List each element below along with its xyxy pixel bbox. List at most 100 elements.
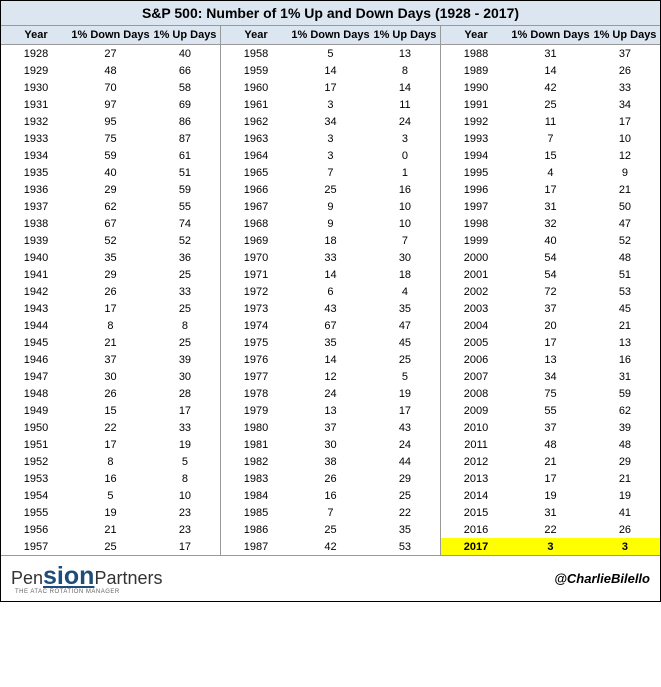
table-cell: 21 — [71, 334, 150, 351]
table-cell: 29 — [590, 453, 660, 470]
table-cell: 42 — [511, 79, 590, 96]
table-row: 1993710 — [441, 130, 660, 147]
table-cell: 62 — [590, 402, 660, 419]
table-cell: 1931 — [1, 96, 71, 113]
title-bar: S&P 500: Number of 1% Up and Down Days (… — [1, 1, 660, 26]
table-row: 19431725 — [1, 300, 220, 317]
table-row: 196571 — [221, 164, 440, 181]
header-cell: 1% Up Days — [370, 26, 440, 44]
table-cell: 26 — [291, 470, 370, 487]
table-cell: 1957 — [1, 538, 71, 555]
table-row: 19601714 — [221, 79, 440, 96]
table-cell: 30 — [150, 368, 220, 385]
table-cell: 2008 — [441, 385, 511, 402]
table-row: 19782419 — [221, 385, 440, 402]
table-cell: 1947 — [1, 368, 71, 385]
table-cell: 1960 — [221, 79, 291, 96]
table-cell: 13 — [370, 45, 440, 62]
table-cell: 1992 — [441, 113, 511, 130]
table-cell: 17 — [590, 113, 660, 130]
table-cell: 43 — [291, 300, 370, 317]
column-group: Year1% Down Days1% Up Days19282740192948… — [1, 26, 221, 555]
table-cell: 44 — [370, 453, 440, 470]
table-cell: 15 — [71, 402, 150, 419]
header-cell: 1% Down Days — [511, 26, 590, 44]
column-group: Year1% Down Days1% Up Days19585131959148… — [221, 26, 441, 555]
table-cell: 1973 — [221, 300, 291, 317]
table-cell: 1975 — [221, 334, 291, 351]
table-row: 1985722 — [221, 504, 440, 521]
table-cell: 1946 — [1, 351, 71, 368]
table-row: 19973150 — [441, 198, 660, 215]
table-cell: 53 — [590, 283, 660, 300]
table-cell: 24 — [370, 436, 440, 453]
table-cell: 1940 — [1, 249, 71, 266]
table-cell: 37 — [511, 419, 590, 436]
table-row: 20122129 — [441, 453, 660, 470]
table-cell: 1934 — [1, 147, 71, 164]
table-cell: 3 — [370, 130, 440, 147]
table-cell: 14 — [291, 62, 370, 79]
table-cell: 87 — [150, 130, 220, 147]
table-cell: 67 — [291, 317, 370, 334]
table-cell: 1982 — [221, 453, 291, 470]
table-cell: 12 — [590, 147, 660, 164]
table-cell: 40 — [71, 164, 150, 181]
table-cell: 22 — [370, 504, 440, 521]
logo: PensionPartners THE ATAC ROTATION MANAGE… — [11, 562, 162, 595]
table-cell: 14 — [511, 62, 590, 79]
table-row: 196333 — [221, 130, 440, 147]
table-row: 1968910 — [221, 215, 440, 232]
table-row: 20131721 — [441, 470, 660, 487]
table-cell: 48 — [590, 249, 660, 266]
table-cell: 3 — [291, 130, 370, 147]
table-cell: 1928 — [1, 45, 71, 62]
table-cell: 1993 — [441, 130, 511, 147]
table-cell: 47 — [370, 317, 440, 334]
header-cell: 1% Up Days — [590, 26, 660, 44]
table-cell: 41 — [590, 504, 660, 521]
table-cell: 1984 — [221, 487, 291, 504]
table-cell: 19 — [71, 504, 150, 521]
table-cell: 1951 — [1, 436, 71, 453]
table-row: 19904233 — [441, 79, 660, 96]
table-cell: 10 — [370, 215, 440, 232]
table-row: 19841625 — [221, 487, 440, 504]
header-cell: 1% Up Days — [150, 26, 220, 44]
table-cell: 50 — [590, 198, 660, 215]
table-cell: 54 — [511, 249, 590, 266]
table-cell: 48 — [590, 436, 660, 453]
table-row: 19813024 — [221, 436, 440, 453]
header-cell: 1% Down Days — [291, 26, 370, 44]
table-cell: 14 — [291, 266, 370, 283]
table-cell: 48 — [511, 436, 590, 453]
table-cell: 2017 — [441, 538, 511, 555]
table-row: 19753545 — [221, 334, 440, 351]
table-cell: 2013 — [441, 470, 511, 487]
table-row: 19623424 — [221, 113, 440, 130]
table-cell: 1967 — [221, 198, 291, 215]
table-cell: 1997 — [441, 198, 511, 215]
table-cell: 55 — [150, 198, 220, 215]
table-cell: 8 — [71, 453, 150, 470]
table-cell: 59 — [71, 147, 150, 164]
table-cell: 6 — [291, 283, 370, 300]
table-row: 19386774 — [1, 215, 220, 232]
table-cell: 2006 — [441, 351, 511, 368]
header-row: Year1% Down Days1% Up Days — [441, 26, 660, 45]
table-cell: 32 — [511, 215, 590, 232]
table-cell: 1990 — [441, 79, 511, 96]
table-cell: 25 — [150, 334, 220, 351]
table-cell: 70 — [71, 79, 150, 96]
table-cell: 34 — [590, 96, 660, 113]
table-cell: 35 — [71, 249, 150, 266]
table-cell: 1944 — [1, 317, 71, 334]
table-row: 20114848 — [441, 436, 660, 453]
table-cell: 1954 — [1, 487, 71, 504]
table-cell: 1943 — [1, 300, 71, 317]
table-cell: 3 — [590, 538, 660, 555]
table-cell: 5 — [291, 45, 370, 62]
table-cell: 69 — [150, 96, 220, 113]
table-cell: 26 — [590, 521, 660, 538]
table-cell: 25 — [370, 487, 440, 504]
